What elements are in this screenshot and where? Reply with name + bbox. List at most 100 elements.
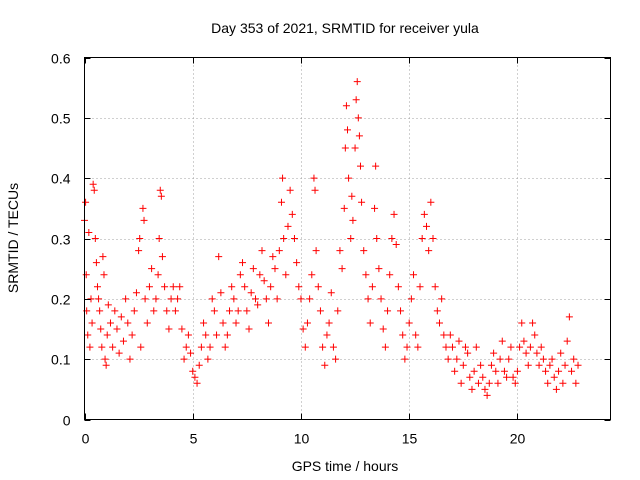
data-point: [431, 283, 439, 291]
data-point: [332, 355, 340, 363]
data-point: [483, 391, 491, 399]
data-point: [155, 235, 163, 242]
data-point: [96, 307, 104, 315]
y-axis-label: SRMTID / TECUs: [5, 183, 21, 293]
data-point: [288, 210, 296, 218]
data-point: [444, 355, 452, 363]
plot-frame: [84, 57, 611, 420]
data-point: [271, 265, 279, 273]
data-point: [182, 343, 190, 351]
data-point: [507, 343, 515, 351]
data-point: [280, 235, 288, 242]
data-point: [92, 259, 100, 267]
data-point: [355, 132, 363, 140]
data-point: [416, 283, 424, 291]
data-point: [353, 78, 361, 86]
data-point: [341, 144, 349, 152]
data-point: [561, 361, 569, 369]
data-point: [314, 283, 322, 291]
data-point: [347, 235, 355, 242]
data-point: [91, 235, 99, 242]
data-point: [529, 319, 537, 327]
data-point: [90, 186, 98, 194]
data-point: [234, 307, 242, 315]
data-point: [336, 247, 344, 255]
data-point: [487, 361, 495, 369]
data-point: [472, 343, 480, 351]
data-point: [277, 198, 285, 206]
data-point: [86, 343, 94, 351]
data-point: [106, 319, 114, 327]
data-point: [122, 295, 130, 303]
data-point: [477, 361, 485, 369]
data-point: [290, 235, 298, 242]
data-point: [200, 319, 208, 327]
data-point: [518, 319, 526, 327]
data-point: [533, 349, 541, 357]
data-point: [531, 331, 539, 339]
data-point: [542, 367, 550, 375]
x-tick-label: 10: [294, 431, 310, 447]
data-point: [356, 162, 364, 170]
data-point: [260, 277, 268, 285]
data-point: [101, 355, 109, 363]
data-point: [158, 253, 166, 261]
data-point: [95, 295, 103, 303]
y-tick-labels: 0 0.1 0.2 0.3 0.4 0.5 0.6: [51, 51, 71, 429]
data-point: [371, 204, 379, 212]
x-tick-label: 15: [402, 431, 418, 447]
data-point: [176, 283, 184, 291]
data-point: [362, 271, 370, 279]
data-point: [479, 373, 487, 381]
data-point: [557, 349, 565, 357]
data-point: [474, 379, 482, 387]
data-point: [117, 313, 125, 321]
data-point: [329, 343, 337, 351]
data-point: [202, 331, 210, 339]
data-point: [442, 343, 450, 351]
data-point: [405, 319, 413, 327]
data-point: [301, 343, 309, 351]
data-point: [427, 198, 435, 206]
data-point: [334, 307, 342, 315]
data-point: [513, 367, 521, 375]
data-point: [345, 174, 353, 182]
data-point: [526, 343, 534, 351]
data-point: [126, 355, 134, 363]
data-point: [174, 295, 182, 303]
data-point: [435, 319, 443, 327]
data-point: [321, 361, 329, 369]
data-point: [354, 114, 362, 122]
x-tick-labels: 0 5 10 15 20: [82, 431, 526, 447]
data-point: [267, 283, 275, 291]
data-point: [93, 283, 101, 291]
data-point: [85, 228, 93, 236]
data-point: [394, 283, 402, 291]
data-point: [352, 96, 360, 104]
data-point: [258, 247, 266, 255]
data-point: [351, 144, 359, 152]
data-point: [187, 349, 195, 357]
data-point: [539, 355, 547, 363]
y-tick-label: 0.2: [51, 292, 71, 308]
data-points: [81, 78, 582, 399]
data-point: [115, 349, 123, 357]
data-point: [279, 174, 287, 182]
data-point: [570, 355, 578, 363]
data-point: [498, 337, 506, 345]
data-point: [193, 379, 201, 387]
data-point: [548, 355, 556, 363]
data-point: [464, 349, 472, 357]
data-point: [306, 295, 314, 303]
data-point: [535, 361, 543, 369]
data-point: [470, 367, 478, 375]
data-point: [303, 319, 311, 327]
data-point: [208, 295, 216, 303]
data-point: [119, 337, 127, 345]
data-point: [496, 355, 504, 363]
data-point: [401, 355, 409, 363]
grid-lines: [84, 57, 611, 420]
data-point: [327, 289, 335, 297]
data-point: [299, 325, 307, 333]
data-point: [397, 307, 405, 315]
